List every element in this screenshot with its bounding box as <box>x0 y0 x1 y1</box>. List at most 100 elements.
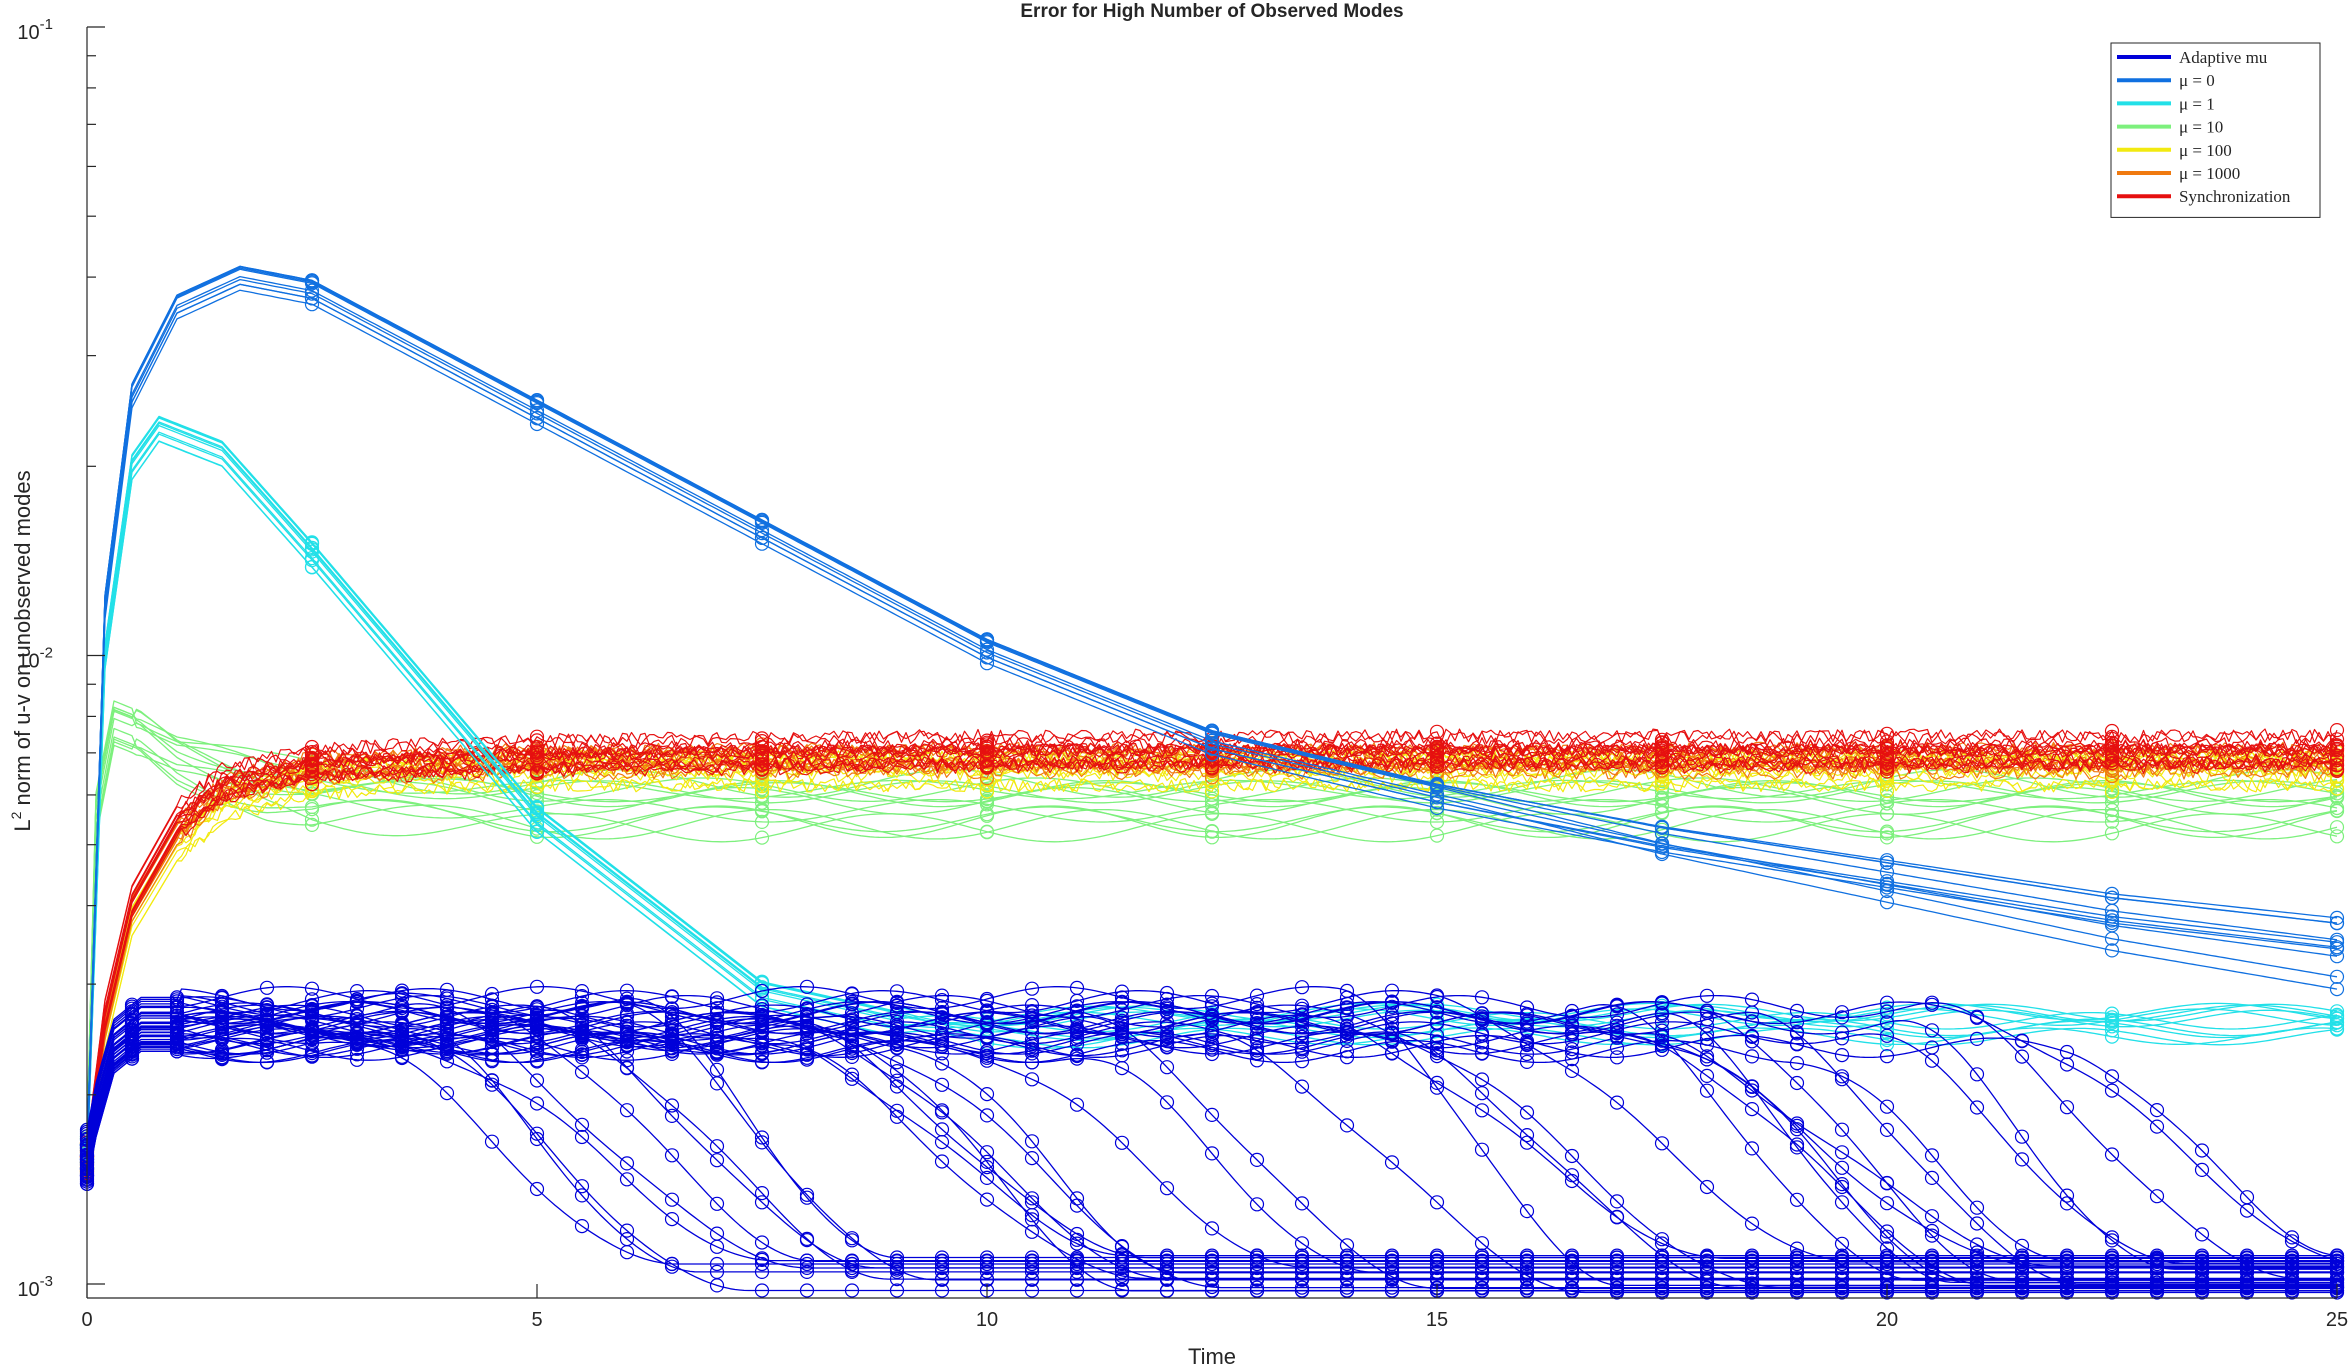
series-adaptive-mu-run-marker <box>1204 1036 1220 1051</box>
series-adaptive-mu-run-marker <box>1924 1273 1940 1288</box>
series-mu100-run-marker <box>1879 783 1895 799</box>
series-mu1-run-marker <box>1429 1023 1445 1039</box>
series-adaptive-mu-run-marker <box>889 1283 905 1298</box>
series-adaptive-mu-run-marker <box>1699 1068 1715 1084</box>
series-adaptive-mu-run-marker <box>1969 1216 1985 1231</box>
series-adaptive-mu-run-marker <box>2014 1254 2030 1270</box>
series-adaptive-mu-run-line <box>86 1037 2337 1257</box>
series-adaptive-mu-run-marker <box>1699 1281 1715 1296</box>
series-adaptive-mu-run-marker <box>529 1181 545 1197</box>
series-adaptive-mu-run-marker <box>1294 1019 1310 1034</box>
series-adaptive-mu-run-marker <box>439 1041 455 1057</box>
series-adaptive-mu-run-marker <box>1744 1272 1760 1287</box>
series-adaptive-mu-run-marker <box>709 1033 725 1049</box>
series-adaptive-mu-run-marker <box>1429 1016 1445 1031</box>
series-adaptive-mu-run-marker <box>349 994 365 1010</box>
series-mu10-run-marker <box>754 804 770 819</box>
series-mu0-run-marker <box>1654 820 1670 835</box>
series-adaptive-mu-run-marker <box>664 1259 680 1274</box>
series-mu10-run-line <box>86 709 2338 1139</box>
series-adaptive-mu-run-marker <box>799 1190 815 1205</box>
series-adaptive-mu-run-marker <box>1744 1014 1760 1029</box>
series-synchronization-run-marker <box>754 748 770 763</box>
series-adaptive-mu-run-marker <box>979 1170 995 1186</box>
series-adaptive-mu-run-marker <box>529 1014 545 1030</box>
series-adaptive-mu-run-marker <box>394 1038 410 1053</box>
x-tick-label: 15 <box>1426 1309 1448 1331</box>
series-adaptive-mu-run-marker <box>709 1226 725 1241</box>
series-adaptive-mu-run-marker <box>1969 1265 1985 1280</box>
series-adaptive-mu-run-marker <box>394 1049 410 1064</box>
series-adaptive-mu-run-marker <box>1834 1122 1850 1137</box>
series-adaptive-mu-run-marker <box>1744 1265 1760 1280</box>
series-adaptive-mu-run-marker <box>484 1026 500 1041</box>
series-adaptive-mu-run-marker <box>844 1049 860 1065</box>
series-adaptive-mu-run-marker <box>1429 1005 1445 1020</box>
series-adaptive-mu-run-marker <box>124 997 140 1012</box>
series-adaptive-mu-run-marker <box>1789 1281 1805 1296</box>
x-tick-label: 5 <box>531 1309 542 1331</box>
series-mu1-run-marker <box>1879 1021 1895 1036</box>
series-adaptive-mu-run-marker <box>574 1218 590 1234</box>
series-mu0-run-marker <box>2329 969 2345 984</box>
series-adaptive-mu-run-marker <box>1024 1260 1040 1276</box>
series-adaptive-mu-run-marker <box>1564 1148 1580 1164</box>
series-adaptive-mu-run-marker <box>1564 1041 1580 1057</box>
series-adaptive-mu-run-line <box>86 996 2337 1269</box>
series-adaptive-mu-run-marker <box>1654 1265 1670 1280</box>
series-adaptive-mu-run-marker <box>214 999 230 1014</box>
series-adaptive-mu-run-marker <box>1834 1195 1850 1210</box>
series-adaptive-mu-run-marker <box>1744 1034 1760 1049</box>
series-adaptive-mu-run-marker <box>889 1271 905 1287</box>
series-adaptive-mu-run-marker <box>1654 1272 1670 1287</box>
series-adaptive-mu-run-marker <box>214 1044 230 1060</box>
series-synchronization-run-marker <box>979 759 995 774</box>
series-adaptive-mu-run-marker <box>574 1000 590 1016</box>
series-mu0-run <box>79 278 2345 1166</box>
series-adaptive-mu-run-marker <box>1249 1012 1265 1028</box>
series-adaptive-mu-run-marker <box>709 995 725 1010</box>
series-adaptive-mu-run-marker <box>1429 1080 1445 1095</box>
series-mu1-run-marker <box>2104 1012 2120 1027</box>
series-adaptive-mu-run-marker <box>2059 1281 2075 1296</box>
series-adaptive-mu-run-marker <box>1204 999 1220 1014</box>
series-adaptive-mu-run-marker <box>799 1052 815 1067</box>
series-adaptive-mu-run-marker <box>1924 1281 1940 1296</box>
legend-label: μ = 0 <box>2179 71 2215 90</box>
series-adaptive-mu-run-marker <box>1159 1095 1175 1110</box>
series-adaptive-mu-run-marker <box>1069 1020 1085 1035</box>
series-adaptive-mu-run-marker <box>1384 1045 1400 1061</box>
series-adaptive-mu-run-marker <box>439 998 455 1013</box>
series-synchronization-run-marker <box>304 753 320 768</box>
series-adaptive-mu-run-marker <box>754 1130 770 1145</box>
series-adaptive-mu-run-marker <box>2104 1233 2120 1248</box>
series-adaptive-mu-run-marker <box>1114 1238 1130 1254</box>
series-adaptive-mu-run-marker <box>1609 1281 1625 1296</box>
y-tick-label: 10-3 <box>17 1273 53 1301</box>
series-adaptive-mu-run-marker <box>1519 1272 1535 1287</box>
series-mu10-run-marker <box>1204 798 1220 813</box>
series-mu100-run-marker <box>2104 784 2120 799</box>
series-adaptive-mu-run-marker <box>619 1029 635 1045</box>
series-adaptive-mu-run-marker <box>1204 1012 1220 1028</box>
series-adaptive-mu-run-line <box>86 1035 2337 1262</box>
series-adaptive-mu-run-marker <box>1879 1004 1895 1019</box>
series-mu0-run-marker <box>2329 910 2345 926</box>
series-adaptive-mu-run-marker <box>574 995 590 1011</box>
series-adaptive-mu-run-marker <box>754 1135 770 1150</box>
series-adaptive-mu-run-marker <box>1924 1260 1940 1276</box>
series-adaptive-mu-run-marker <box>664 1035 680 1050</box>
series-adaptive-mu-run-marker <box>934 1264 950 1280</box>
series-adaptive-mu-run-marker <box>709 1015 725 1031</box>
series-adaptive-mu-run-marker <box>934 1014 950 1030</box>
legend-item: μ = 1000 <box>2117 164 2240 183</box>
series-adaptive-mu-run-marker <box>1339 1050 1355 1065</box>
series-mu10-run-marker <box>754 830 770 845</box>
series-adaptive-mu-run-marker <box>304 1043 320 1059</box>
series-adaptive-mu-run-marker <box>1114 1272 1130 1287</box>
series-adaptive-mu-run-line <box>86 1023 2337 1280</box>
series-adaptive-mu-run-marker <box>1699 988 1715 1003</box>
series-adaptive-mu-run-marker <box>889 1103 905 1118</box>
series-adaptive-mu-run-marker <box>1159 1181 1175 1196</box>
